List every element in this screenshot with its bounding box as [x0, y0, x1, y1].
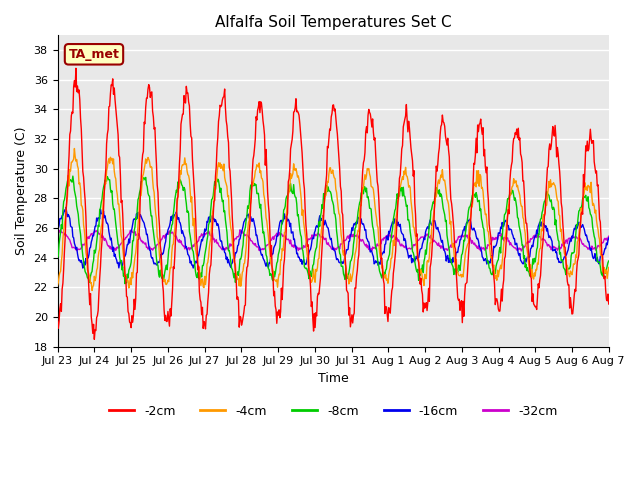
Legend: -2cm, -4cm, -8cm, -16cm, -32cm: -2cm, -4cm, -8cm, -16cm, -32cm [104, 400, 563, 423]
Title: Alfalfa Soil Temperatures Set C: Alfalfa Soil Temperatures Set C [215, 15, 451, 30]
X-axis label: Time: Time [318, 372, 349, 385]
Text: TA_met: TA_met [68, 48, 120, 61]
Y-axis label: Soil Temperature (C): Soil Temperature (C) [15, 127, 28, 255]
